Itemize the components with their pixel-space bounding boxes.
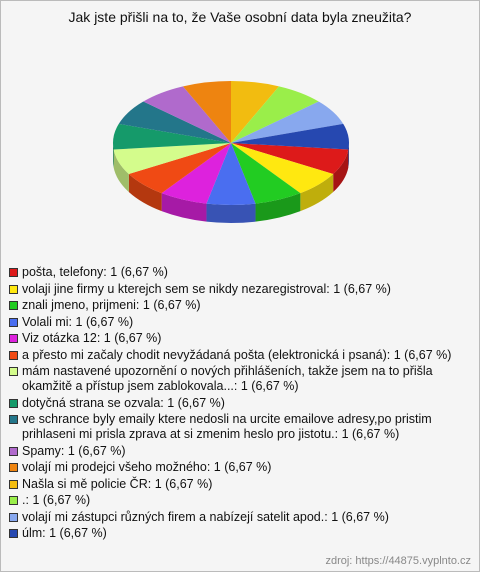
slice (231, 123, 349, 150)
legend-label: dotyčná strana se ozvala: (22, 395, 164, 410)
pie-tops (112, 81, 349, 206)
legend-item: volají mi zástupci různých firem a nabíz… (9, 510, 465, 525)
slice (231, 81, 279, 143)
legend-item: znali jmeno, prijmeni: 1 (6,67 %) (9, 298, 465, 313)
slice (231, 143, 334, 194)
legend-swatch (9, 317, 18, 327)
slice (231, 143, 349, 174)
legend-item: ve schrance byly emaily ktere nedosli na… (9, 412, 465, 442)
slice (112, 123, 231, 150)
legend-item: volaji jine firmy u kterejch sem se nikd… (9, 282, 465, 297)
slice (161, 143, 231, 204)
value-label: 1 (6,67 %) (333, 281, 391, 296)
legend-label: a přesto mi začaly chodit nevyžádaná poš… (22, 347, 391, 362)
legend-item: úlm: 1 (6,67 %) (9, 526, 465, 541)
value-label: 1 (6,67 %) (331, 509, 389, 524)
legend-swatch (9, 479, 18, 489)
slice-side (333, 149, 349, 192)
legend-swatch (9, 268, 18, 277)
legend-label: volají mi prodejci všeho možného: (22, 460, 211, 474)
legend-item: Našla si mě policie ČR: 1 (6,67 %) (9, 477, 465, 492)
value-label: 1 (6,67 %) (167, 395, 225, 410)
value-label: 1 (6,67 %) (32, 493, 91, 507)
slice-side (300, 174, 334, 212)
slice (231, 86, 319, 143)
value-label: 1 (6,67 %) (154, 476, 213, 491)
legend-swatch (9, 496, 18, 505)
legend-item: Spamy: 1 (6,67 %) (9, 444, 465, 459)
slice (128, 143, 231, 194)
legend-swatch (9, 512, 18, 522)
slice-side (206, 203, 256, 223)
legend-item: volají mi prodejci všeho možného: 1 (6,6… (9, 460, 465, 475)
slice-side (348, 143, 349, 168)
legend-item: pošta, telefony: 1 (6,67 %) (9, 265, 465, 280)
legend-item: mám nastavené upozornění o nových přihlá… (9, 364, 465, 394)
legend-swatch (9, 284, 18, 294)
legend-swatch (9, 350, 18, 360)
legend-label: Volali mi: (22, 314, 73, 329)
legend-label: úlm: (22, 526, 46, 540)
slice-side (113, 149, 129, 192)
legend-label: .: (22, 493, 29, 507)
value-label: 1 (6,67 %) (341, 427, 400, 441)
legend-swatch (9, 334, 18, 343)
legend: pošta, telefony: 1 (6,67 %) volaji jine f… (9, 265, 465, 543)
pie-sides (113, 143, 349, 223)
legend-swatch (9, 301, 18, 310)
source: zdroj: https://44875.vyplnto.cz (325, 555, 471, 567)
legend-swatch (9, 463, 18, 472)
value-label: 1 (6,67 %) (75, 314, 134, 329)
chart-title: Jak jste přišli na to, že Vaše osobní da… (68, 9, 412, 25)
legend-label: mám nastavené upozornění o nových přihlá… (22, 364, 433, 393)
legend-swatch (9, 529, 18, 538)
legend-item: Volali mi: 1 (6,67 %) (9, 315, 465, 330)
slice-side (128, 174, 162, 212)
slice-side (255, 193, 301, 222)
value-label: 1 (6,67 %) (142, 298, 201, 312)
value-label: 1 (6,67 %) (103, 331, 162, 345)
legend-label: Našla si mě policie ČR: (22, 476, 152, 491)
slice (118, 101, 231, 143)
value-label: 1 (6,67 %) (110, 265, 168, 279)
value-label: 1 (6,67 %) (240, 379, 299, 393)
value-label: 1 (6,67 %) (393, 347, 452, 362)
slice (143, 86, 231, 143)
legend-swatch (9, 398, 18, 408)
legend-label: Spamy: (22, 443, 65, 458)
value-label: 1 (6,67 %) (213, 460, 272, 474)
legend-label: ve schrance byly emaily ktere nedosli na… (22, 412, 432, 441)
slice-side (113, 143, 114, 168)
legend-swatch (9, 446, 18, 456)
legend-label: pošta, telefony: (22, 265, 107, 279)
legend-label: volají mi zástupci různých firem a nabíz… (22, 509, 328, 524)
slice (231, 143, 301, 204)
legend-label: volaji jine firmy u kterejch sem se nikd… (22, 281, 330, 296)
slice (113, 143, 231, 174)
pie (112, 81, 349, 223)
legend-label: znali jmeno, prijmeni: (22, 298, 140, 312)
legend-item: a přesto mi začaly chodit nevyžádaná poš… (9, 348, 465, 363)
value-label: 1 (6,67 %) (49, 526, 107, 540)
legend-swatch (9, 415, 18, 424)
legend-item: dotyčná strana se ozvala: 1 (6,67 %) (9, 396, 465, 411)
slice (231, 101, 344, 143)
legend-item: .: 1 (6,67 %) (9, 493, 465, 508)
slice-side (161, 193, 207, 222)
legend-item: Viz otázka 12: 1 (6,67 %) (9, 331, 465, 346)
legend-label: Viz otázka 12: (22, 331, 101, 345)
legend-swatch (9, 367, 18, 376)
slice (206, 143, 256, 206)
slice (183, 81, 231, 143)
value-label: 1 (6,67 %) (67, 443, 126, 458)
